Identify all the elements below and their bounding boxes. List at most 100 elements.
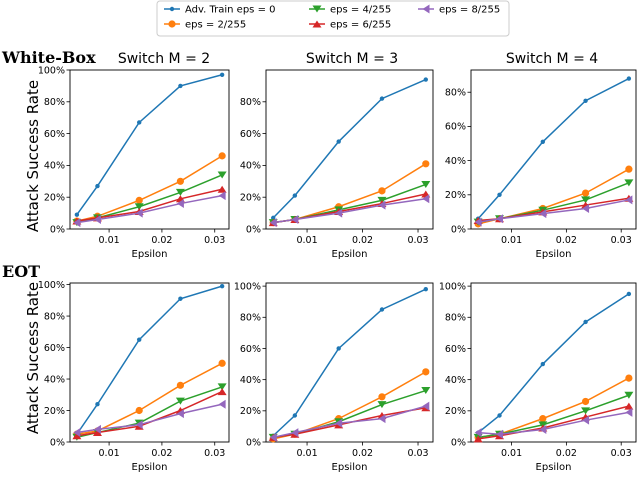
y-tick-label: 60% <box>240 129 261 140</box>
legend-entry-2: eps = 4/255 <box>309 5 391 16</box>
y-tick-label: 0% <box>246 224 261 235</box>
data-point <box>178 296 183 301</box>
data-point <box>95 402 100 407</box>
data-point <box>497 192 502 198</box>
data-point <box>625 407 633 417</box>
legend-label: eps = 6/255 <box>330 20 391 31</box>
data-point <box>582 415 590 425</box>
y-tick-label: 20% <box>240 193 261 204</box>
data-point <box>625 165 633 173</box>
legend-marker <box>312 5 322 13</box>
axes-frame <box>265 282 434 443</box>
data-point <box>378 393 386 401</box>
data-point <box>95 183 100 189</box>
data-point <box>539 209 547 219</box>
data-point <box>496 214 504 224</box>
column-title-m4: Switch M = 4 <box>506 51 598 67</box>
series-5 <box>73 191 226 228</box>
y-tick-label: 80% <box>445 88 466 99</box>
legend-entry-4: eps = 8/255 <box>418 4 500 16</box>
y-tick-label: 60% <box>445 344 466 355</box>
data-point <box>625 374 633 382</box>
legend-label: eps = 2/255 <box>185 20 246 31</box>
data-point <box>135 208 143 218</box>
data-point <box>583 319 588 325</box>
panel-1: 0% 20% 40% 60% 80% 100% 0.01 0.02 0.03 Epsilon <box>38 65 230 260</box>
y-tick-label: 40% <box>44 161 65 172</box>
legend-label: eps = 8/255 <box>439 5 500 16</box>
data-point <box>582 203 590 213</box>
data-point <box>625 195 633 205</box>
x-axis-label: Epsilon <box>332 462 368 473</box>
data-point <box>581 407 591 415</box>
data-point <box>335 208 343 218</box>
data-point <box>135 420 143 430</box>
data-point <box>135 406 143 415</box>
data-point <box>219 72 225 77</box>
data-point <box>136 120 142 125</box>
series-1 <box>74 72 225 217</box>
y-tick-label: 0% <box>246 437 261 448</box>
x-tick-label: 0.02 <box>352 448 373 459</box>
data-point <box>217 171 227 179</box>
data-point <box>291 214 299 224</box>
data-point <box>422 401 430 411</box>
row-label-eot: EOT <box>2 262 40 281</box>
legend-entry-1: eps = 2/255 <box>164 20 246 31</box>
x-tick-label: 0.03 <box>611 235 632 246</box>
data-point <box>136 337 142 342</box>
data-point <box>422 194 430 204</box>
x-tick-label: 0.03 <box>204 448 225 459</box>
data-point <box>581 196 591 204</box>
legend-marker <box>169 6 175 12</box>
data-point <box>217 185 227 193</box>
row-label-white-box: White-Box <box>1 48 96 67</box>
axes-frame <box>265 69 434 230</box>
data-point <box>175 397 185 405</box>
x-tick-label: 0.01 <box>501 448 522 459</box>
data-point <box>539 425 547 435</box>
axes-frame <box>69 282 230 443</box>
legend: Adv. Train eps = 0 eps = 2/255 eps = 4/2… <box>156 0 510 37</box>
data-point <box>93 424 101 434</box>
x-tick-label: 0.01 <box>501 235 522 246</box>
data-point <box>178 83 183 89</box>
legend-entry-0: Adv. Train eps = 0 <box>164 5 276 16</box>
axes-frame <box>470 69 637 230</box>
data-point <box>73 428 81 438</box>
data-point <box>135 196 143 204</box>
data-point <box>423 77 428 82</box>
x-axis-label: Epsilon <box>536 249 572 260</box>
y-tick-label: 60% <box>240 344 261 355</box>
x-tick-label: 0.01 <box>296 235 317 246</box>
x-tick-label: 0.02 <box>556 448 577 459</box>
data-point <box>422 368 430 376</box>
x-tick-label: 0.03 <box>407 235 428 246</box>
x-axis-label: Epsilon <box>536 462 572 473</box>
data-point <box>539 415 547 423</box>
data-point <box>378 200 386 210</box>
data-point <box>269 432 277 442</box>
data-point <box>336 346 341 351</box>
data-point <box>219 283 225 289</box>
x-tick-label: 0.02 <box>556 235 577 246</box>
data-point <box>422 160 430 168</box>
data-point <box>378 414 386 424</box>
data-point <box>624 402 634 410</box>
data-point <box>175 188 185 196</box>
y-tick-label: 100% <box>439 281 466 292</box>
panel-4: 0% 20% 40% 60% 80% 100% 0.01 0.02 0.03 Epsilon <box>38 280 230 473</box>
data-point <box>176 199 184 209</box>
y-tick-label: 40% <box>44 374 65 385</box>
data-point <box>73 218 81 228</box>
data-point <box>218 359 226 367</box>
data-point <box>474 428 482 438</box>
x-axis-label: Epsilon <box>132 249 168 260</box>
data-point <box>421 180 431 188</box>
data-point <box>624 179 634 187</box>
y-tick-label: 60% <box>44 129 65 140</box>
data-point <box>473 435 483 443</box>
series-1 <box>475 291 632 435</box>
y-tick-label: 20% <box>44 193 65 204</box>
x-tick-label: 0.01 <box>296 448 317 459</box>
